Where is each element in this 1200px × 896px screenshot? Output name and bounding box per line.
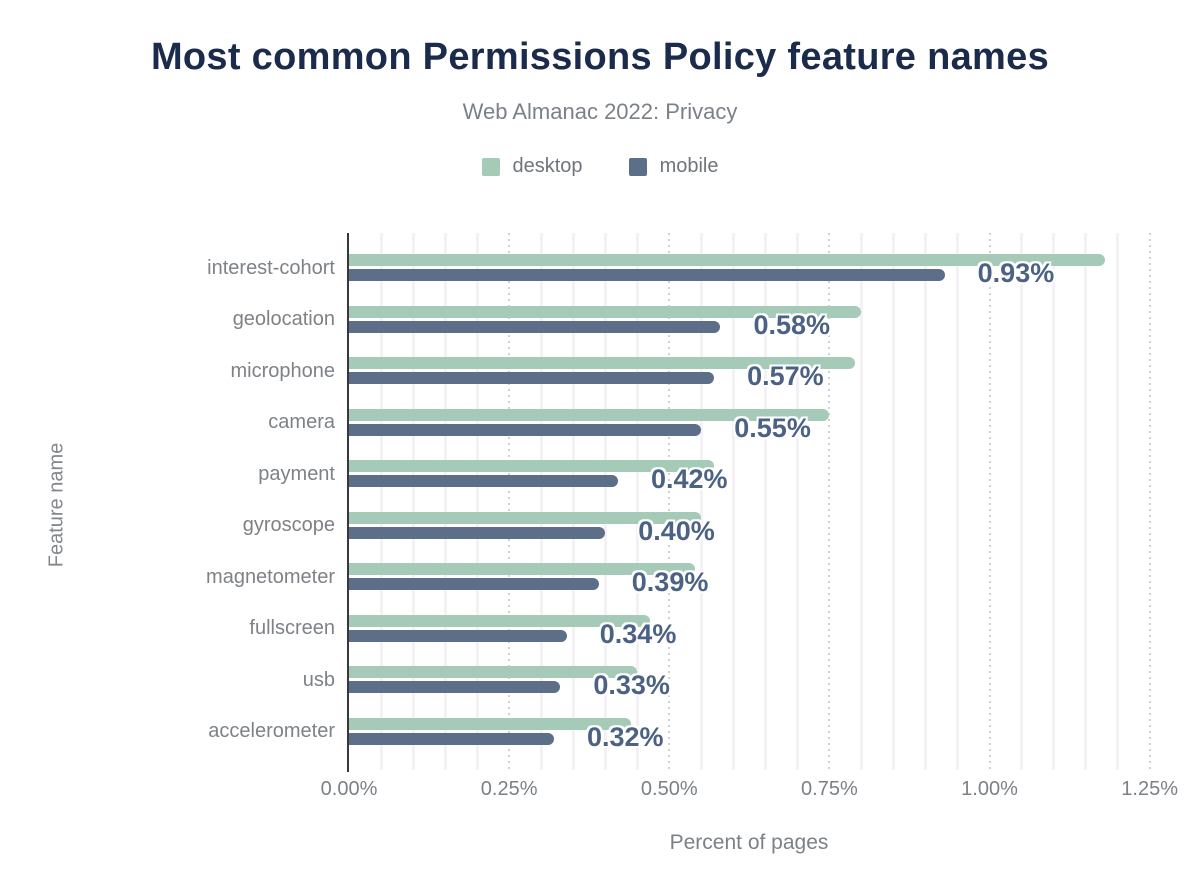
minor-gridline [1084, 233, 1088, 770]
bar-value-label: 0.55% [734, 412, 811, 443]
minor-gridline [923, 233, 927, 770]
legend-label-desktop: desktop [512, 155, 583, 177]
minor-gridline [635, 233, 639, 770]
minor-gridline [1020, 233, 1024, 770]
bar-desktop [349, 563, 695, 575]
x-tick-label: 0.00% [320, 778, 378, 800]
bar-mobile [349, 629, 567, 642]
major-gridline [508, 233, 511, 770]
x-axis-title: Percent of pages [669, 831, 829, 854]
minor-gridline [443, 233, 447, 770]
bar-desktop [349, 254, 1105, 266]
bar-desktop [349, 460, 715, 472]
minor-gridline [763, 233, 767, 770]
bar-value-label: 0.57% [747, 361, 824, 391]
bar-mobile [349, 681, 561, 693]
x-tick-label: 0.75% [801, 778, 858, 800]
minor-gridline [795, 233, 799, 770]
category-label: interest-cohort [207, 256, 335, 279]
bar-desktop [349, 666, 638, 678]
x-tick-label: 0.25% [480, 778, 538, 800]
bar-value-label: 0.58% [753, 309, 831, 340]
bar-mobile [349, 475, 618, 487]
category-label: microphone [230, 359, 335, 382]
category-label: magnetometer [206, 565, 335, 588]
bar-mobile [349, 526, 606, 539]
x-tick-label: 0.50% [640, 778, 698, 800]
major-gridline [1148, 233, 1151, 770]
minor-gridline [475, 233, 479, 770]
category-label: usb [302, 668, 335, 691]
bar-value-label: 0.40% [638, 515, 715, 546]
minor-gridline [411, 233, 415, 770]
minor-gridline [891, 233, 895, 770]
category-label: accelerometer [208, 720, 335, 742]
chart-title: Most common Permissions Policy feature n… [150, 36, 1050, 78]
mobile-swatch-icon [628, 157, 647, 176]
bar-value-label: 0.39% [631, 567, 709, 597]
bar-desktop [349, 511, 702, 524]
bar-mobile [349, 578, 599, 590]
bar-desktop [349, 717, 631, 730]
minor-gridline [1052, 233, 1056, 770]
minor-gridline [379, 233, 383, 770]
bar-mobile [349, 423, 702, 436]
bar-mobile [349, 372, 715, 384]
bar-value-label: 0.33% [593, 670, 670, 700]
bar-mobile [349, 269, 945, 281]
chart-subtitle: Web Almanac 2022: Privacy [462, 99, 738, 124]
category-label: payment [258, 462, 335, 485]
x-tick-label: 1.25% [1121, 778, 1178, 800]
y-axis-line [347, 233, 349, 772]
legend-label-mobile: mobile [659, 155, 719, 177]
minor-gridline [731, 233, 735, 770]
x-tick-label: 1.00% [961, 778, 1018, 800]
minor-gridline [571, 233, 575, 770]
major-gridline [668, 233, 671, 770]
minor-gridline [859, 233, 863, 770]
bar-value-label: 0.42% [651, 464, 728, 494]
bar-mobile [349, 320, 721, 333]
bar-desktop [349, 305, 862, 318]
minor-gridline [699, 233, 703, 770]
bar-value-label: 0.93% [977, 258, 1055, 288]
bar-desktop [349, 614, 651, 627]
legend-item-desktop: desktop [481, 155, 583, 178]
minor-gridline [603, 233, 607, 770]
minor-gridline [955, 233, 959, 770]
category-label: camera [268, 411, 335, 433]
category-label: fullscreen [249, 617, 335, 639]
bar-value-label: 0.32% [586, 721, 664, 752]
bar-value-label: 0.34% [599, 618, 677, 649]
desktop-swatch-icon [481, 157, 500, 176]
y-axis-title: Feature name [45, 442, 68, 568]
category-label: geolocation [232, 308, 335, 330]
legend: desktop mobile [0, 155, 1200, 178]
bar-mobile [349, 732, 554, 745]
minor-gridline [1116, 233, 1120, 770]
bar-desktop [349, 408, 830, 421]
category-label: gyroscope [242, 514, 335, 536]
minor-gridline [539, 233, 543, 770]
major-gridline [828, 233, 831, 770]
bar-desktop [349, 357, 855, 369]
major-gridline [988, 233, 991, 770]
legend-item-mobile: mobile [628, 155, 719, 178]
